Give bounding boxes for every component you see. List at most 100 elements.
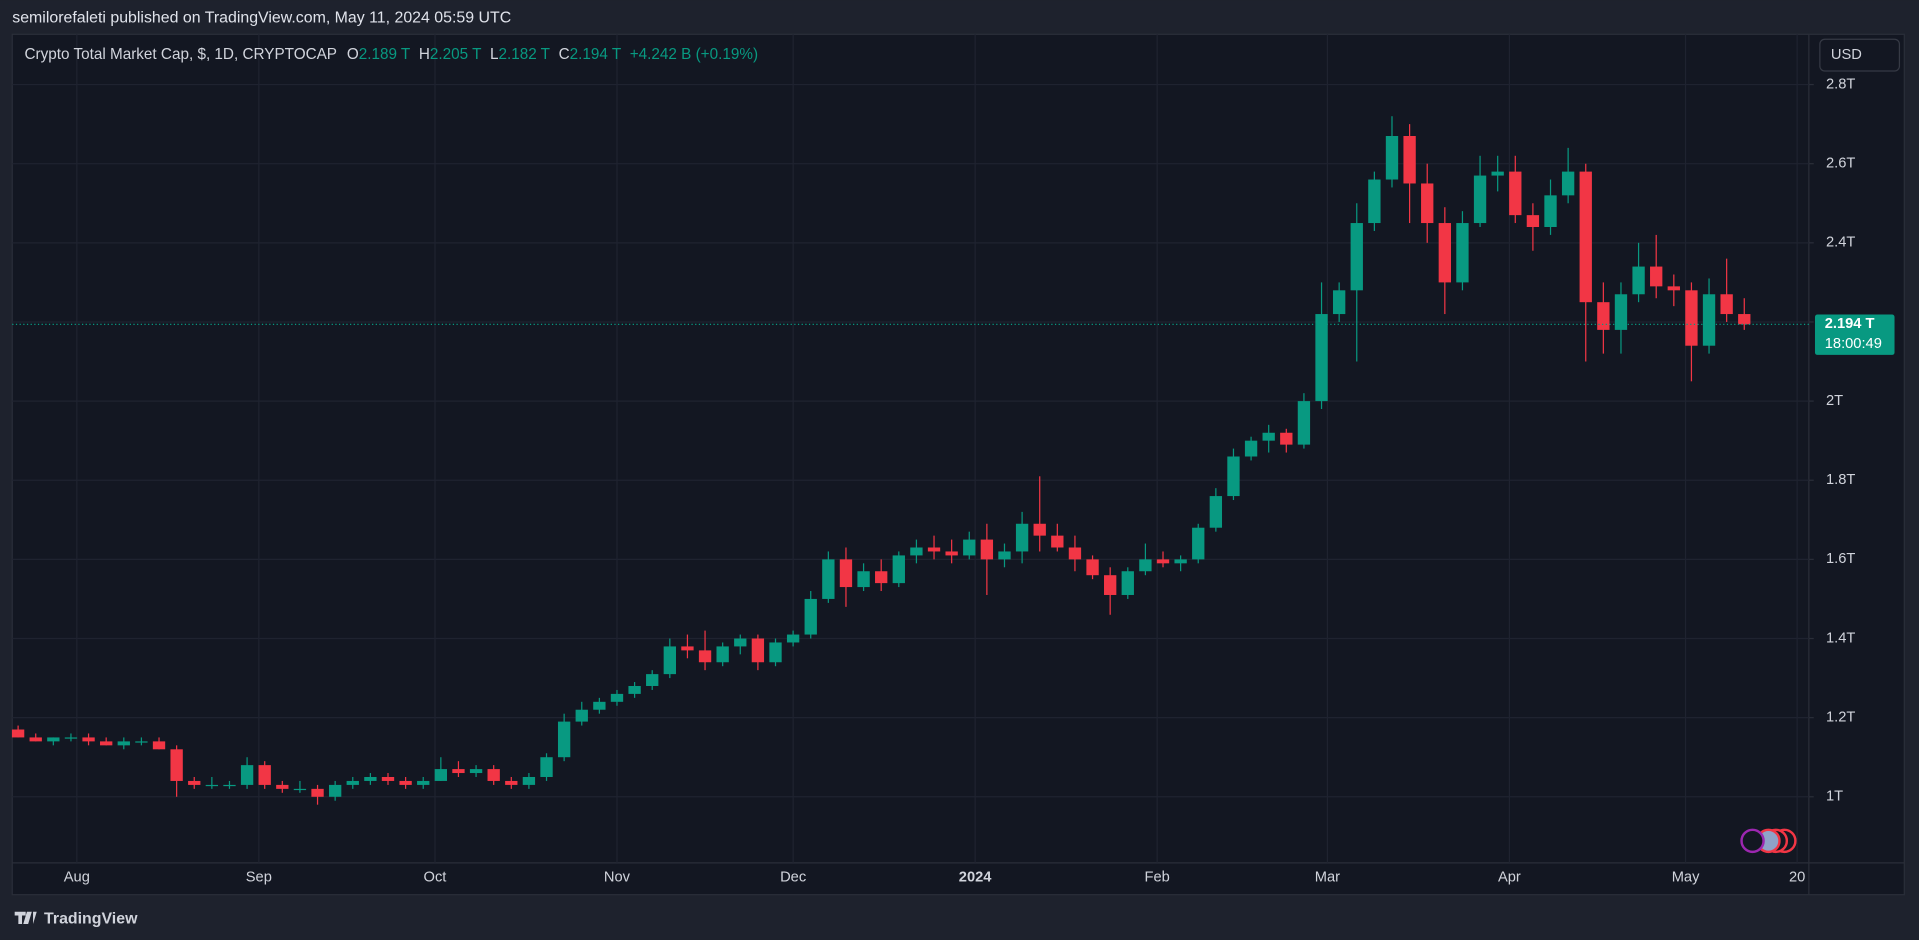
ohlc-value: 2.189 T [359, 46, 411, 63]
event-icons [1740, 828, 1797, 854]
ohlc-label: O [347, 46, 359, 63]
candle-body [223, 784, 236, 787]
candle-body [1350, 223, 1363, 291]
candle-body [769, 642, 782, 663]
y-tick-label: 2.4T [1826, 235, 1855, 251]
candle-body [1421, 183, 1434, 224]
currency[interactable]: USD [1831, 47, 1862, 63]
candle-body [1015, 523, 1029, 552]
candle-body [857, 571, 870, 588]
candle-body [1051, 535, 1064, 548]
candle-body [1297, 401, 1311, 445]
candle-body [716, 646, 729, 663]
candle-body [469, 769, 483, 774]
publisher: semilorefaleti published on TradingView.… [12, 10, 511, 27]
event-icon[interactable] [1740, 828, 1765, 854]
candle-body [751, 638, 765, 663]
y-tick-label: 1T [1826, 789, 1843, 805]
candle-body [945, 551, 958, 556]
candle-body [1526, 215, 1540, 228]
candle-body [1280, 432, 1293, 445]
ohlc-value: 2.194 T [570, 46, 622, 63]
x-tick-label: Sep [246, 869, 272, 885]
candle-body [258, 765, 271, 785]
candle-body [1315, 314, 1328, 402]
symbol-title: Crypto Total Market Cap, $, 1D, CRYPTOCA… [24, 46, 337, 63]
candle-body [540, 757, 553, 777]
candle-body [1473, 175, 1487, 224]
candle-body [963, 539, 976, 556]
currency-button[interactable] [1819, 38, 1901, 72]
candle-body [1456, 223, 1469, 283]
countdown: 18:00:49 [1825, 336, 1882, 352]
change: +4.242 B (+0.19%) [630, 46, 758, 63]
candle-body [593, 701, 606, 710]
candle-body [47, 737, 60, 742]
x-tick-label: 20 [1789, 869, 1805, 885]
candle-body [293, 788, 307, 791]
candle-body [505, 780, 518, 785]
candle-body [1650, 266, 1663, 287]
y-tick-label: 1.2T [1826, 710, 1855, 726]
candle-body [927, 547, 941, 552]
candle-body [1509, 171, 1522, 216]
candle-body [1438, 223, 1451, 283]
ohlc-label: C [559, 46, 570, 63]
candle-body [1227, 456, 1240, 497]
y-tick-label: 1.6T [1826, 551, 1855, 567]
candle-body [1262, 432, 1275, 441]
candle-body [734, 638, 747, 647]
last-price-label: 2.194 T [1825, 316, 1875, 332]
candle-body [434, 769, 448, 781]
candle-body [1086, 559, 1099, 576]
x-tick-label: Feb [1144, 869, 1169, 885]
candle-body [1174, 559, 1187, 564]
candle-body [892, 555, 905, 584]
candle-body [100, 741, 113, 746]
ohlc-label: L [490, 46, 499, 63]
candle-body [399, 780, 412, 785]
ohlc-value: 2.182 T [498, 46, 550, 63]
candle-body [1403, 135, 1416, 184]
ohlc-value: 2.205 T [430, 46, 482, 63]
candle-body [11, 729, 25, 738]
candle-body [487, 769, 500, 781]
candle-body [663, 646, 676, 675]
candle-body [1685, 290, 1698, 346]
candle-body [1121, 571, 1134, 595]
candle-body [998, 551, 1011, 560]
ohlc-label: H [419, 46, 430, 63]
candle-body [1738, 314, 1751, 325]
candle-body [610, 693, 624, 702]
candle-body [1368, 179, 1381, 224]
x-tick-label: Mar [1315, 869, 1340, 885]
candle-body [1720, 294, 1733, 315]
candle-body [452, 769, 465, 774]
x-tick-label: Nov [604, 869, 631, 885]
candle-body [628, 685, 641, 694]
candle-body [240, 765, 254, 785]
y-tick-label: 2.6T [1826, 156, 1855, 172]
last-price-box [1814, 314, 1895, 355]
candle-body [417, 780, 430, 785]
candle-body [646, 674, 659, 686]
candle-body [64, 737, 78, 739]
candle-body [557, 721, 571, 758]
candle-body [522, 776, 536, 785]
candle-body [1139, 559, 1152, 572]
candle-body [135, 741, 148, 743]
candle-body [1156, 559, 1170, 564]
candle-body [1209, 496, 1223, 528]
candle-body [381, 776, 395, 781]
y-tick-label: 2.8T [1826, 76, 1855, 92]
candle-body [346, 780, 359, 785]
candle-body [117, 741, 130, 746]
candle-body [188, 780, 201, 785]
candle-body [82, 737, 95, 742]
candle-body [364, 776, 377, 781]
x-tick-label: May [1672, 869, 1700, 885]
candle-body [1667, 286, 1680, 291]
candle-body [170, 749, 183, 781]
